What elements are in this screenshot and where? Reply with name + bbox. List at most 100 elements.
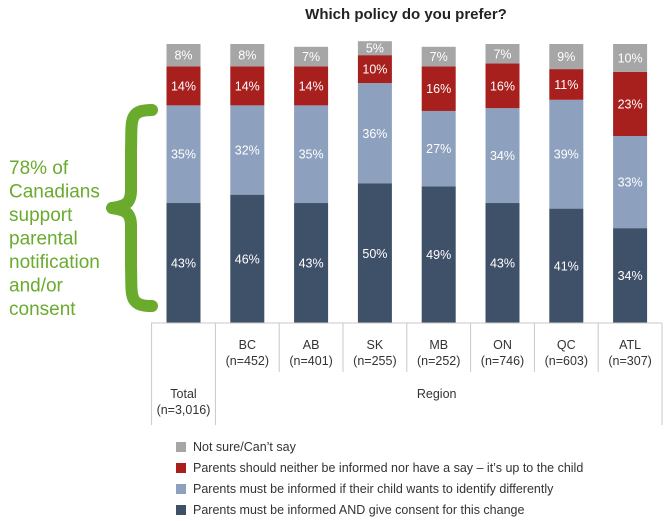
- bar-segment: [166, 203, 201, 323]
- bar-segment: [549, 208, 584, 323]
- category-sample-size: (n=746): [481, 354, 524, 368]
- category-sample-size: (n=255): [353, 354, 396, 368]
- data-label: 10%: [618, 51, 643, 65]
- category-sample-size: (n=3,016): [157, 403, 211, 417]
- bar-segment: [294, 66, 329, 106]
- data-label: 11%: [554, 78, 578, 92]
- data-label: 8%: [174, 49, 192, 63]
- annotation-line: parental: [9, 229, 78, 250]
- data-label: 7%: [302, 50, 320, 64]
- category-sample-size: (n=603): [545, 354, 588, 368]
- data-label: 23%: [618, 97, 643, 111]
- annotation-line: consent: [9, 299, 76, 320]
- bar-segment: [166, 105, 201, 204]
- data-label: 9%: [557, 50, 575, 64]
- bar-segment: [421, 110, 456, 187]
- data-label: 14%: [299, 79, 324, 93]
- data-label: 33%: [618, 176, 643, 190]
- data-label: 43%: [299, 257, 324, 271]
- legend-label: Parents must be informed if their child …: [193, 481, 554, 496]
- bar-segment: [294, 203, 329, 323]
- legend-swatch: [176, 504, 186, 515]
- legend-swatch: [176, 441, 186, 452]
- bar-segment: [485, 203, 520, 323]
- bars-group: 43% 35% 14% 8% 46% 32% 14% 8% 43% 35% 14% 7% 50% 36% 1…: [166, 41, 648, 323]
- annotation-line: notification: [9, 252, 100, 273]
- bar-segment: [549, 69, 584, 100]
- data-label: 39%: [554, 148, 579, 162]
- legend-item: Parents should neither be informed nor h…: [176, 457, 583, 478]
- bar-segment: [421, 186, 456, 323]
- legend-swatch: [176, 462, 186, 473]
- legend-item: Not sure/Can’t say: [176, 436, 583, 457]
- data-label: 10%: [362, 63, 387, 77]
- bar-segment: [230, 105, 265, 195]
- bar-segment: [294, 46, 329, 67]
- bar-segment: [230, 44, 265, 67]
- data-label: 16%: [490, 79, 515, 93]
- bar-segment: [549, 44, 584, 70]
- data-label: 43%: [490, 257, 515, 271]
- legend: Not sure/Can’t say Parents should neither…: [176, 436, 583, 520]
- data-label: 16%: [426, 82, 451, 96]
- legend-label: Parents must be informed AND give consen…: [193, 502, 525, 517]
- data-label: 32%: [235, 144, 260, 158]
- data-label: 35%: [171, 148, 196, 162]
- legend-swatch: [176, 483, 186, 494]
- bar-segment: [230, 66, 265, 106]
- bar-segment: [166, 44, 201, 67]
- legend-label: Not sure/Can’t say: [193, 439, 296, 454]
- data-label: 14%: [171, 79, 196, 93]
- category-label: ATL: [619, 338, 641, 352]
- bar-segment: [421, 66, 456, 111]
- category-label: SK: [367, 338, 384, 352]
- chart-title: Which policy do you prefer?: [305, 6, 507, 23]
- category-label: BC: [239, 338, 256, 352]
- category-label: MB: [429, 338, 448, 352]
- category-axis: Total (n=3,016) BC (n=452) AB (n=401) SK (n=255…: [151, 322, 663, 425]
- category-label: QC: [557, 338, 576, 352]
- data-label: 14%: [235, 79, 260, 93]
- category-sample-size: (n=307): [608, 354, 651, 368]
- data-label: 34%: [618, 269, 643, 283]
- annotation-line: support: [9, 205, 73, 226]
- data-label: 8%: [238, 49, 256, 63]
- data-label: 5%: [366, 42, 384, 56]
- data-label: 7%: [430, 50, 448, 64]
- data-label: 49%: [426, 248, 451, 262]
- data-label: 7%: [493, 47, 511, 61]
- category-label: Total: [170, 387, 196, 401]
- bar-segment: [294, 105, 329, 204]
- data-label: 43%: [171, 257, 196, 271]
- brace-icon: [106, 104, 158, 312]
- bar-segment: [549, 99, 584, 209]
- category-label: ON: [493, 338, 512, 352]
- bar-segment: [485, 44, 520, 64]
- data-label: 35%: [299, 148, 324, 162]
- legend-item: Parents must be informed AND give consen…: [176, 499, 583, 520]
- category-sample-size: (n=252): [417, 354, 460, 368]
- data-label: 41%: [554, 259, 579, 273]
- data-label: 50%: [362, 247, 387, 261]
- data-label: 34%: [490, 149, 515, 163]
- bar-segment: [485, 108, 520, 204]
- bar-segment: [166, 66, 201, 106]
- group-label: Region: [417, 387, 457, 401]
- category-sample-size: (n=452): [226, 354, 269, 368]
- bar-segment: [421, 46, 456, 67]
- annotation-line: 78% of: [9, 158, 69, 179]
- data-label: 46%: [235, 252, 260, 266]
- category-sample-size: (n=401): [289, 354, 332, 368]
- bar-segment: [485, 63, 520, 109]
- bar-segment: [357, 41, 392, 56]
- category-label: AB: [303, 338, 320, 352]
- annotation-line: and/or: [9, 276, 64, 297]
- bar-segment: [613, 44, 648, 72]
- bar-segment: [357, 55, 392, 84]
- annotation-line: Canadians: [9, 182, 100, 203]
- bar-segment: [613, 228, 648, 323]
- legend-label: Parents should neither be informed nor h…: [193, 460, 584, 475]
- bar-segment: [230, 194, 265, 323]
